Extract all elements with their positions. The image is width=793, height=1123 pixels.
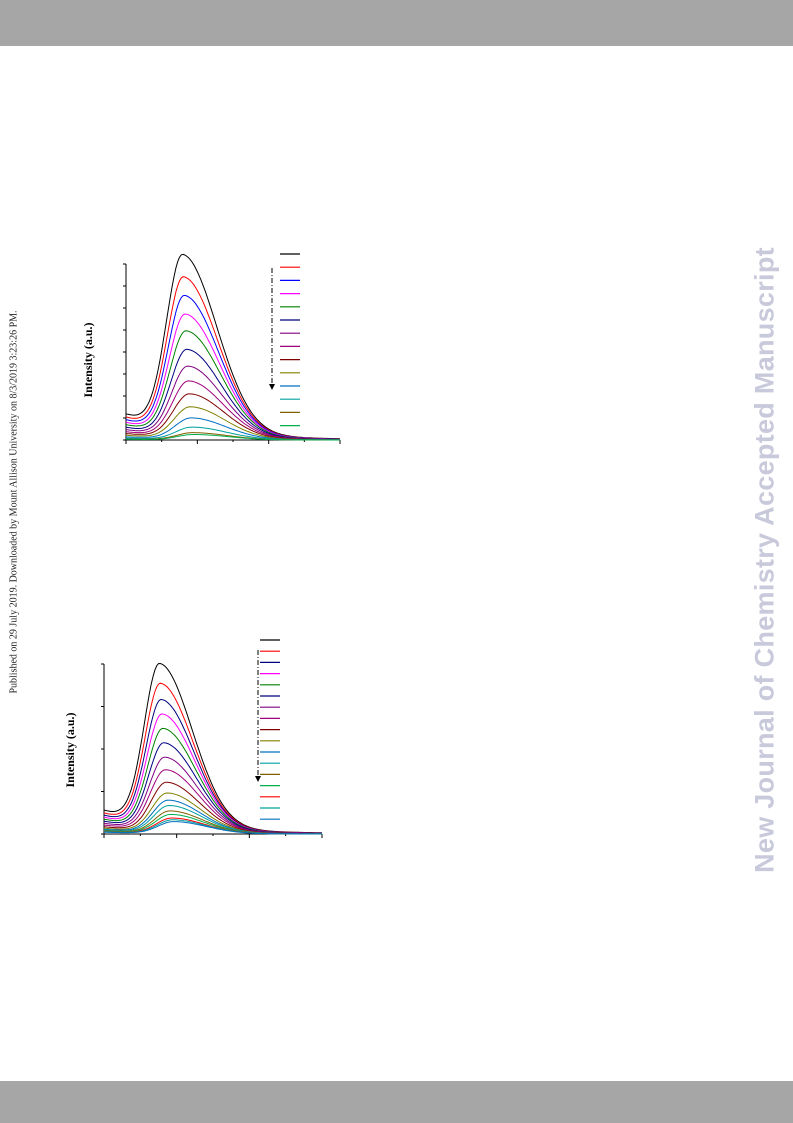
trend-arrow-head bbox=[255, 776, 261, 782]
series-line bbox=[126, 434, 340, 441]
trend-arrow-head bbox=[269, 384, 275, 390]
series-line bbox=[103, 821, 322, 835]
series-line bbox=[125, 380, 340, 441]
figure-b-y-axis-title: Intensity (a.u.) bbox=[63, 712, 77, 787]
series-line bbox=[125, 406, 340, 441]
publication-note-text: Published on 29 July 2019. Downloaded by… bbox=[8, 310, 20, 694]
figure-a-y-axis-title: Intensity (a.u.) bbox=[81, 322, 95, 397]
footer-bar bbox=[0, 1081, 793, 1123]
figure-a-plot: Intensity (a.u.) bbox=[81, 253, 341, 444]
figure-b: Intensity (a.u.) bbox=[60, 630, 340, 850]
header-bar bbox=[0, 0, 793, 46]
series-line bbox=[125, 253, 340, 440]
figure-a: Intensity (a.u.) bbox=[70, 240, 360, 460]
figure-b-plot: Intensity (a.u.) bbox=[63, 639, 323, 838]
journal-watermark-text: New Journal of Chemistry Accepted Manusc… bbox=[749, 247, 780, 873]
series-line bbox=[103, 713, 323, 834]
